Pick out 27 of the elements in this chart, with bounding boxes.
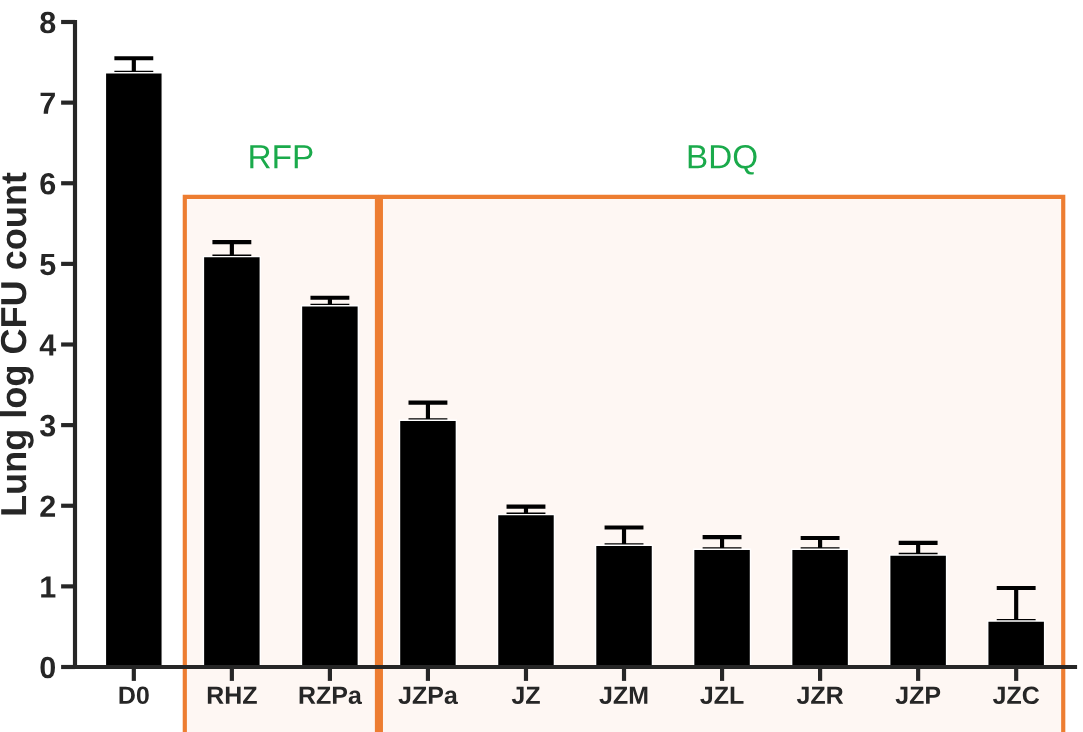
x-tick-label: JZL bbox=[700, 686, 744, 705]
x-tick-label: JZC bbox=[992, 686, 1040, 705]
x-tick-label: JZP bbox=[895, 686, 941, 705]
band-label: RFP bbox=[250, 145, 313, 169]
y-tick-label: 7 bbox=[40, 92, 55, 114]
bar bbox=[692, 548, 752, 667]
y-tick-label: 5 bbox=[40, 253, 56, 276]
y-tick-label: 1 bbox=[41, 576, 56, 598]
x-tick-label: RHZ bbox=[207, 686, 257, 704]
y-tick-label: 8 bbox=[40, 11, 56, 34]
bar bbox=[398, 419, 458, 667]
bar bbox=[790, 548, 850, 667]
y-axis-title: Lung log CFU count bbox=[0, 172, 34, 515]
x-tick-label: RZPa bbox=[299, 686, 363, 705]
y-tick-label: 0 bbox=[40, 656, 55, 679]
x-tick-label: JZ bbox=[511, 686, 540, 705]
x-tick-label: D0 bbox=[119, 686, 149, 705]
bar bbox=[594, 544, 654, 667]
x-tick-label: JZPa bbox=[398, 686, 458, 705]
bar bbox=[496, 513, 556, 667]
y-tick-label: 2 bbox=[40, 495, 56, 517]
y-tick-label: 6 bbox=[40, 172, 56, 195]
y-tick-label: 4 bbox=[39, 334, 57, 356]
x-tick-label: JZR bbox=[796, 686, 844, 705]
band-label: BDQ bbox=[688, 144, 757, 175]
y-tick-label: 3 bbox=[39, 414, 56, 437]
x-tick-label: JZM bbox=[599, 686, 648, 705]
